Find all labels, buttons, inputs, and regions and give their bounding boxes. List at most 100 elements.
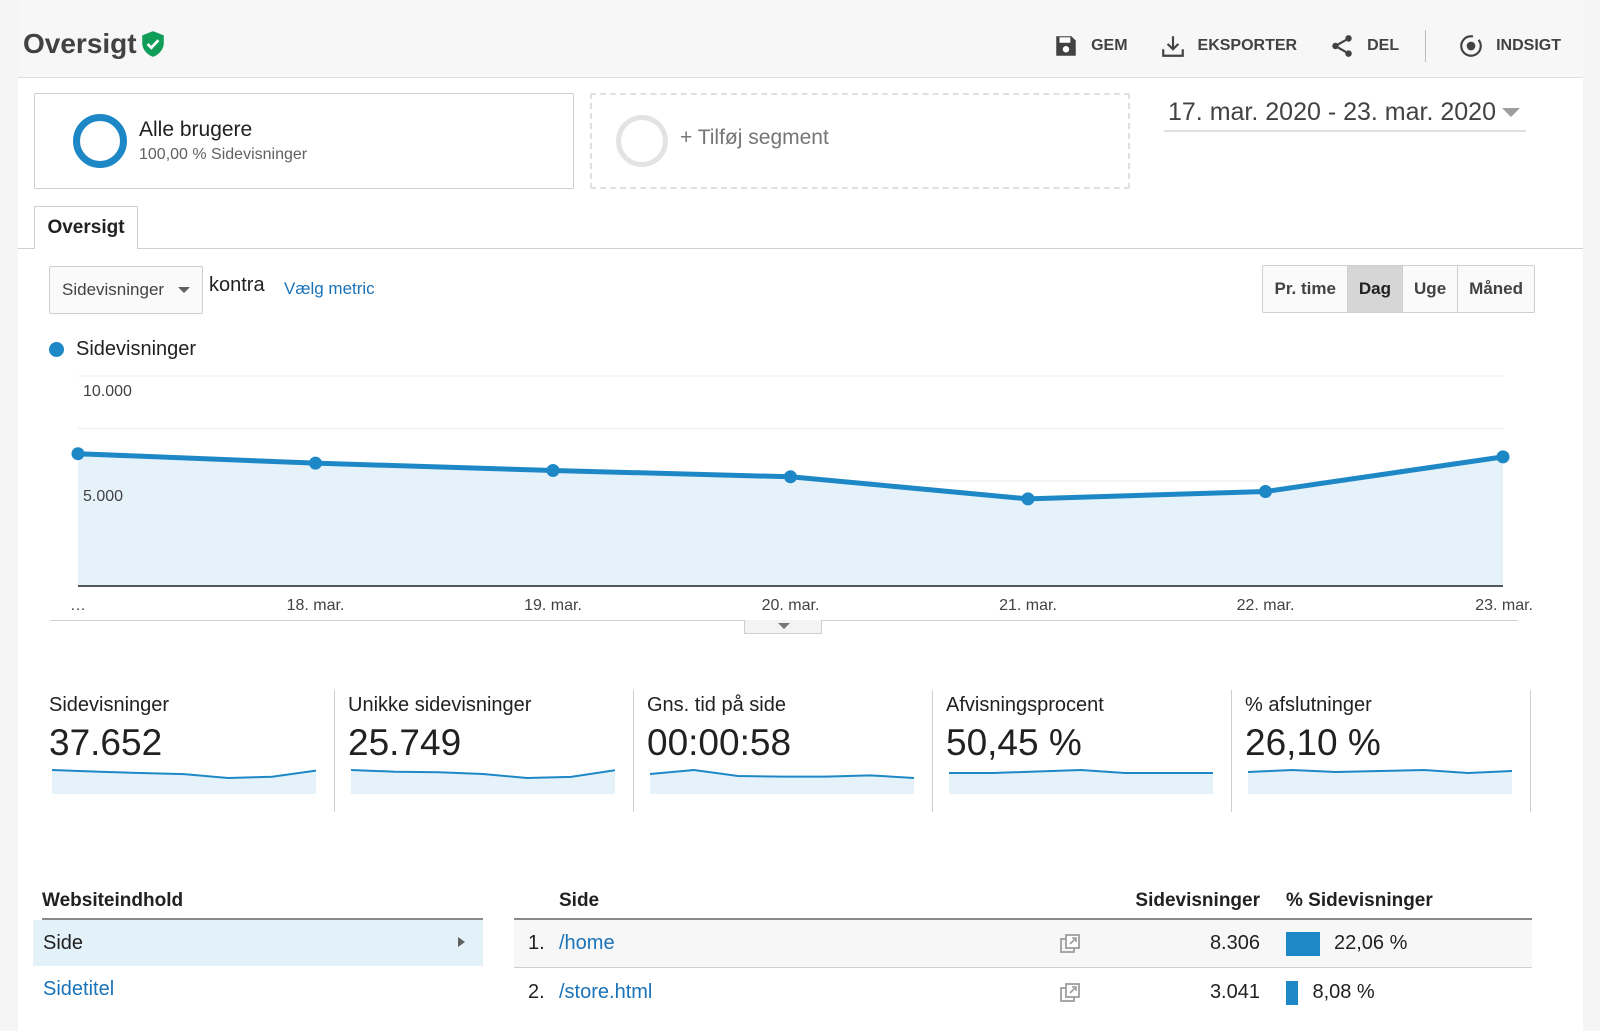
report-toolbar: GEM EKSPORTER DEL [1021,30,1561,62]
sparkline-area [650,770,914,794]
scorecard-bounce-rate[interactable]: Afvisningsprocent 50,45 % [933,690,1232,812]
caret-down-icon [1502,108,1520,117]
floppy-disk-icon [1056,36,1076,56]
website-content-header: Websiteindhold [42,890,483,920]
website-content-item-page[interactable]: Side [33,920,483,966]
data-point [1021,492,1035,506]
segment-share: 100,00 % Sidevisninger [139,146,308,163]
insight-icon [1460,35,1482,57]
scorecard-value: 50,45 % [946,722,1082,763]
export-button[interactable]: EKSPORTER [1160,33,1298,59]
row-number: 2. [528,981,545,1003]
column-header-page[interactable]: Side [559,890,600,911]
open-external-icon[interactable] [1059,982,1081,1004]
period-week-button[interactable]: Uge [1402,266,1458,312]
segment-all-users[interactable]: Alle brugere 100,00 % Sidevisninger [34,93,574,189]
y-tick-label: 10.000 [83,383,132,400]
sparkline-area [1248,770,1512,794]
empty-segment-ring-icon [616,115,668,167]
pct-value: 8,08 % [1312,981,1375,1003]
legend-label: Sidevisninger [76,338,197,360]
scorecard-pageviews[interactable]: Sidevisninger 37.652 [36,690,335,812]
metric-dropdown[interactable]: Sidevisninger [49,266,203,314]
pageviews-value: 3.041 [1209,981,1260,1003]
table-row: 2. /store.html 3.041 8,08 % [514,969,1532,1017]
pct-bar [1286,932,1320,956]
save-label: GEM [1091,37,1128,54]
chart-collapse-handle[interactable] [744,620,822,634]
verified-shield-icon [142,31,164,57]
sparkline-area [351,770,615,794]
x-tick-label: … [70,597,86,614]
versus-label: kontra [209,274,265,296]
scorecard-label: Sidevisninger [49,694,170,716]
scorecard-unique-pageviews[interactable]: Unikke sidevisninger 25.749 [335,690,634,812]
data-point [1496,450,1510,464]
share-button[interactable]: DEL [1329,33,1399,59]
column-header-pageviews[interactable]: Sidevisninger [1135,890,1260,911]
metric-dropdown-value: Sidevisninger [62,280,165,299]
share-icon [1332,35,1352,57]
open-external-icon[interactable] [1059,933,1081,955]
insight-button[interactable]: INDSIGT [1458,33,1561,59]
scorecard-sparkline [650,768,914,794]
legend-swatch [49,342,64,357]
scorecard-label: Afvisningsprocent [946,694,1104,716]
caret-down-icon [178,287,190,293]
period-month-button[interactable]: Måned [1457,266,1534,312]
data-point [309,456,322,470]
period-toggle-group: Pr. time Dag Uge Måned [1262,265,1535,313]
data-point [1259,485,1272,498]
segment-ring-icon [73,114,127,168]
sparkline-line [52,769,316,780]
sparkline-area [949,770,1213,794]
add-segment-button[interactable]: + Tilføj segment [590,93,1130,189]
scorecard-sparkline [949,768,1213,794]
scorecard-value: 37.652 [49,722,163,763]
page-title: Oversigt [23,28,137,59]
table-row: 1. /home 8.306 22,06 % [514,920,1532,968]
x-tick-label: 21. mar. [999,597,1057,614]
tab-underline [18,248,1583,249]
scorecard-exit-rate[interactable]: % afslutninger 26,10 % [1232,690,1531,812]
x-tick-label: 19. mar. [524,597,582,614]
report-header: Oversigt GEM EKSPORTER [18,0,1583,78]
scorecard-avg-time-on-page[interactable]: Gns. tid på side 00:00:58 [634,690,933,812]
sparkline-line [650,768,914,779]
tab-overview[interactable]: Oversigt [34,206,138,249]
scorecard-sparkline [1248,768,1512,794]
x-tick-label: 18. mar. [287,597,345,614]
period-hour-button[interactable]: Pr. time [1263,266,1347,312]
pct-bar [1286,981,1299,1005]
scorecard-label: Unikke sidevisninger [348,694,532,716]
download-icon [1161,36,1184,57]
page-link[interactable]: /store.html [559,981,653,1003]
row-number: 1. [528,932,545,954]
series-area [78,453,1503,586]
insight-label: INDSIGT [1496,37,1561,54]
scorecard-label: Gns. tid på side [647,694,786,716]
chart-legend: Sidevisninger [49,338,196,361]
scorecard-sparkline [52,769,316,794]
page-link[interactable]: /home [559,932,615,954]
period-day-button[interactable]: Dag [1346,266,1403,312]
save-button[interactable]: GEM [1053,33,1128,59]
report-page: Oversigt GEM EKSPORTER [18,0,1583,1031]
sparkline-line [949,768,1213,774]
website-content-item-page-title[interactable]: Sidetitel [43,978,115,1000]
scorecard-value: 26,10 % [1245,722,1381,763]
x-tick-label: 22. mar. [1237,597,1295,614]
export-label: EKSPORTER [1197,37,1298,54]
segment-name: Alle brugere [139,118,253,141]
toolbar-divider [1425,30,1427,62]
choose-metric-link[interactable]: Vælg metric [284,279,375,298]
data-point [71,447,85,461]
pages-table-header: Side Sidevisninger % Sidevisninger [514,890,1532,920]
date-range-text: 17. mar. 2020 - 23. mar. 2020 [1168,98,1496,126]
scorecard-sparkline [351,769,615,794]
date-range-picker[interactable]: 17. mar. 2020 - 23. mar. 2020 [1164,96,1526,132]
sparkline-line [1248,768,1512,775]
data-point [784,470,797,484]
x-tick-label: 20. mar. [762,597,820,614]
column-header-pct-pageviews[interactable]: % Sidevisninger [1286,890,1433,911]
